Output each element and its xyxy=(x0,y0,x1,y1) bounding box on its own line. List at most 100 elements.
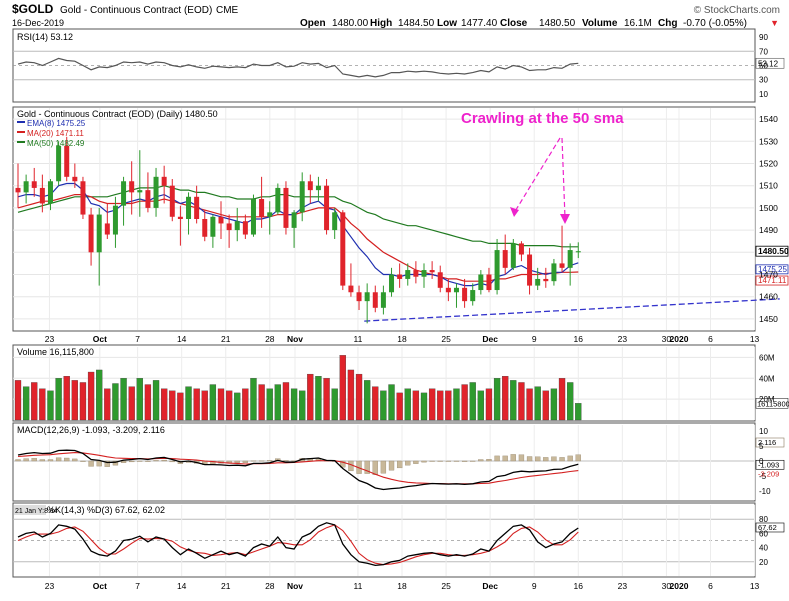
volume-bar xyxy=(485,388,493,421)
candle-body xyxy=(543,278,549,282)
x-tick-label-bottom: 21 xyxy=(221,581,231,591)
candle-body xyxy=(56,145,62,182)
macd-tick-label: 0 xyxy=(759,457,764,466)
x-tick-label-bottom: 6 xyxy=(708,581,713,591)
volume-bar xyxy=(47,390,54,421)
candle-body xyxy=(389,274,395,293)
macd-histogram-bar xyxy=(510,454,516,462)
volume-bar xyxy=(510,380,517,421)
macd-histogram-bar xyxy=(445,460,452,462)
x-tick-label-bottom: Dec xyxy=(482,581,498,591)
macd-histogram-bar xyxy=(96,460,102,467)
x-tick-label-top: 7 xyxy=(135,334,140,344)
macd-histogram-bar xyxy=(405,460,411,466)
x-tick-label-top: 28 xyxy=(265,334,275,344)
volume-bar xyxy=(420,392,428,421)
volume-bar xyxy=(87,371,95,421)
candle-body xyxy=(275,187,281,213)
candle-body xyxy=(15,187,21,193)
last-ema8-value: 1475.25 xyxy=(758,265,787,274)
volume-bar xyxy=(31,382,38,421)
volume-bar xyxy=(39,388,46,421)
ma50-line xyxy=(17,185,579,248)
volume-bar xyxy=(112,383,119,421)
stoch-tick-label: 20 xyxy=(759,558,768,567)
volume-bar xyxy=(437,390,444,421)
macd-histogram-bar xyxy=(372,460,378,475)
rsi-legend-bg xyxy=(16,31,74,42)
x-tick-label-top: 23 xyxy=(45,334,55,344)
rsi-tick-label: 70 xyxy=(759,47,768,56)
volume-bar xyxy=(258,384,265,421)
candle-body xyxy=(575,251,581,253)
macd-histogram-bar xyxy=(153,460,159,462)
macd-histogram-bar xyxy=(267,460,273,462)
macd-histogram-bar xyxy=(145,460,151,462)
candle-body xyxy=(551,263,557,282)
candle-body xyxy=(169,185,175,217)
x-tick-label-bottom: 9 xyxy=(532,581,537,591)
macd-histogram-bar xyxy=(518,454,525,462)
volume-bar xyxy=(14,380,22,421)
chg-down-arrow-icon: ▼ xyxy=(770,18,779,28)
annotation-arrow-2 xyxy=(561,137,566,219)
candle-body xyxy=(291,212,297,228)
stoch-note: 21 Jan Y:8.84 xyxy=(15,508,58,515)
stoch-k-line xyxy=(17,522,579,567)
macd-tick-label: -10 xyxy=(759,487,771,496)
candle-body xyxy=(421,270,427,277)
volume-bar xyxy=(177,392,184,421)
candle-body xyxy=(72,176,78,182)
volume-bar xyxy=(144,384,152,421)
candle-body xyxy=(453,287,459,293)
macd-signal-line xyxy=(17,452,579,485)
candle-body xyxy=(80,181,86,215)
candle-body xyxy=(186,196,192,219)
macd-histogram-bar xyxy=(396,460,403,469)
x-tick-label-bottom: 23 xyxy=(45,581,55,591)
volume-bar xyxy=(22,386,30,421)
macd-histogram-bar xyxy=(47,459,54,462)
volume-tick-label: 20M xyxy=(759,395,775,404)
macd-histogram-bar xyxy=(437,460,443,462)
x-tick-label-bottom: Oct xyxy=(93,581,107,591)
macd-hist-tag xyxy=(755,437,785,448)
stockcharts-credit: © StockCharts.com xyxy=(694,5,780,16)
macd-histogram-bar xyxy=(242,460,249,463)
volume-bar xyxy=(71,380,78,421)
annotation-text: Crawling at the 50 sma xyxy=(461,110,624,127)
volume-bar xyxy=(234,392,241,421)
x-tick-label-top: Nov xyxy=(287,334,303,344)
stoch-tick-label: 40 xyxy=(759,544,768,553)
rsi-tick-label: 30 xyxy=(759,76,768,85)
volume-bar xyxy=(209,384,217,421)
volume-bar xyxy=(63,376,70,421)
volume-bar xyxy=(266,388,273,421)
volume-bar xyxy=(396,392,403,421)
macd-histogram-bar xyxy=(543,457,549,462)
volume-bar xyxy=(558,378,566,421)
volume-bar xyxy=(364,380,371,421)
candle-body xyxy=(510,243,516,268)
macd-histogram-bar xyxy=(161,459,167,462)
volume-bar xyxy=(469,382,476,421)
candle-body xyxy=(234,221,240,231)
last-ma20-value: 1471.11 xyxy=(758,276,787,285)
price-tick-label: 1490 xyxy=(759,225,778,235)
candle-body xyxy=(96,214,102,253)
macd-histogram-bar xyxy=(112,460,119,466)
macd-tick-label: 10 xyxy=(759,427,768,436)
price-tick-label: 1540 xyxy=(759,114,778,124)
candle-body xyxy=(405,270,411,279)
volume-bar xyxy=(55,378,62,421)
candle-body xyxy=(348,285,354,293)
candle-body xyxy=(250,199,256,235)
macd-hist-value: 2.116 xyxy=(758,438,776,447)
support-trendline xyxy=(364,298,780,322)
volume-bar xyxy=(250,378,257,421)
candle-body xyxy=(470,290,476,302)
macd-histogram-bar xyxy=(283,460,289,462)
close-value: 1480.50 xyxy=(539,18,576,29)
